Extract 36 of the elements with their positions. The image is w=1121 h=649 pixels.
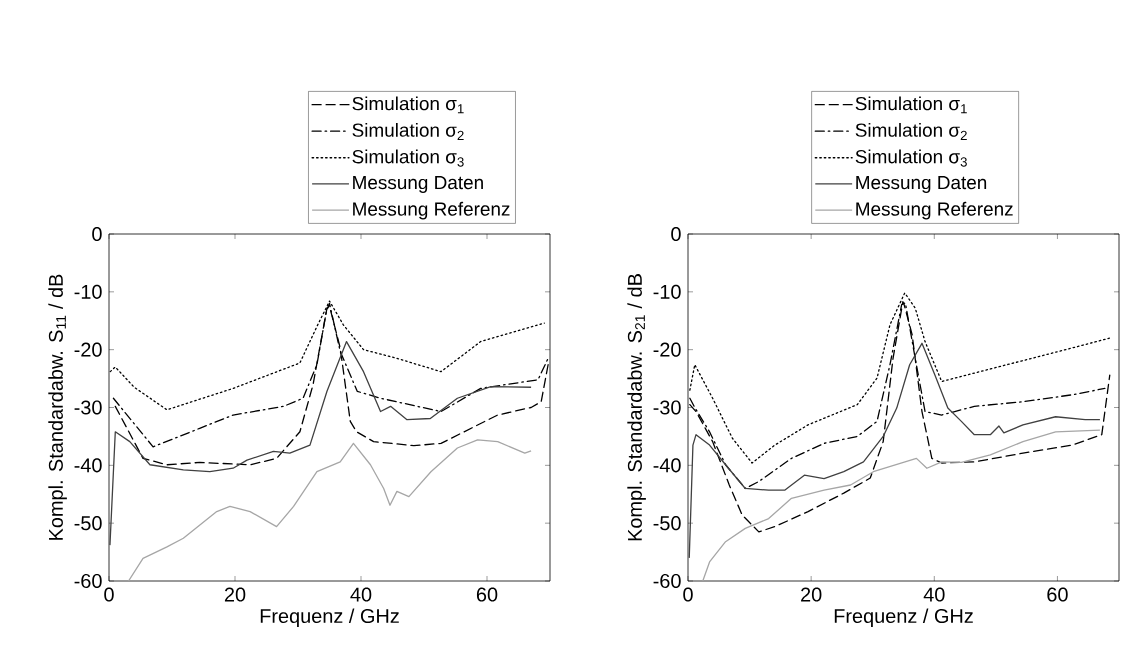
y-tick-label: -10 [653,284,681,299]
x-axis-title: Frequenz / GHz [834,608,973,628]
y-tick-label: -10 [74,284,102,299]
y-tick-label: -20 [74,342,102,357]
legend-label: Messung Referenz [353,201,510,220]
x-tick-label: 40 [350,587,372,602]
y-tick-label: -40 [653,458,681,473]
x-tick-label: 60 [1047,587,1068,602]
y-tick-label: -50 [653,516,681,531]
y-tick-label: -50 [74,516,102,531]
x-axis-title: Frequenz / GHz [260,608,399,628]
x-tick-label: 20 [224,587,246,602]
y-tick-label: -40 [74,458,102,473]
y-tick-label: -30 [653,400,681,415]
y-tick-label: 0 [671,226,681,242]
x-tick-label: 60 [476,587,498,602]
legend-label: Simulation σ$_{3}$ [352,149,464,167]
legend-label: Messung Daten [353,176,483,193]
y-axis-title: Kompl. Standardabw. S$_{21}$ / dB [627,274,646,541]
legend-label: Simulation σ$_{1}$ [352,96,464,114]
legend-label: Simulation σ$_{1}$ [855,96,967,114]
y-tick-label: -20 [653,342,681,357]
legend-label: Simulation σ$_{2}$ [352,122,464,140]
y-tick-label: -60 [74,573,102,589]
y-tick-label: -30 [74,400,102,415]
x-tick-label: 20 [801,587,822,602]
legend-label: Simulation σ$_{2}$ [855,122,967,140]
legend-label: Simulation σ$_{3}$ [855,149,967,167]
x-tick-label: 0 [104,587,114,602]
x-tick-label: 0 [683,587,693,602]
y-tick-label: -60 [653,573,681,589]
legend-label: Messung Referenz [856,201,1013,220]
y-tick-label: 0 [92,226,102,242]
y-axis-title: Kompl. Standardabw. S$_{11}$ / dB [48,274,67,540]
legend-label: Messung Daten [856,176,987,193]
x-tick-label: 40 [923,587,945,602]
